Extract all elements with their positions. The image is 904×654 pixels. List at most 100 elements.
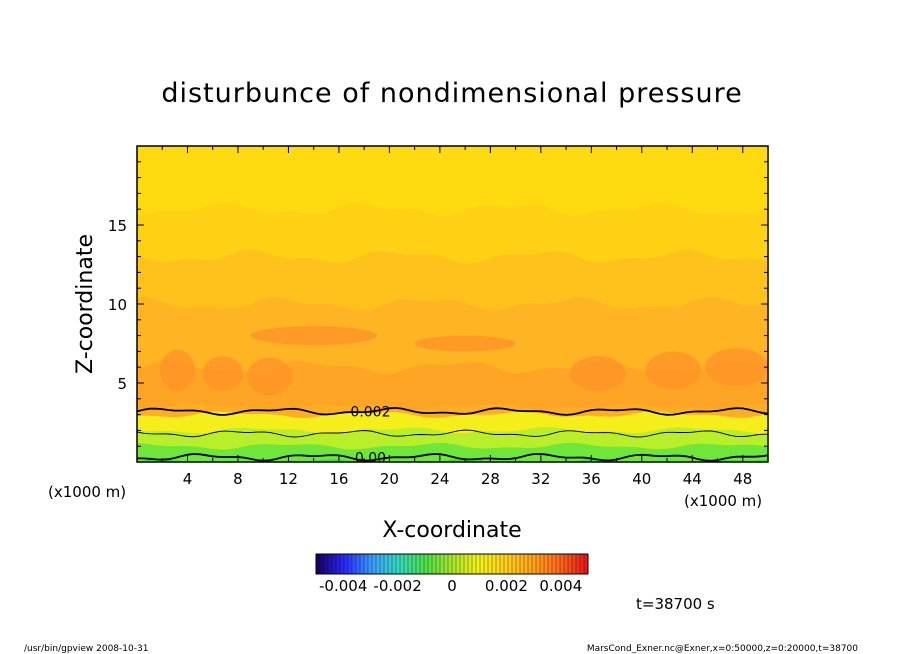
colorbar-stripe <box>556 554 561 574</box>
x-axis-ticks: 4 8 12 16 20 24 28 32 36 40 44 48 <box>136 146 769 488</box>
x-tick-label: 16 <box>329 470 348 488</box>
y-tick-label: 5 <box>117 375 127 393</box>
colorbar-stripe <box>364 554 369 574</box>
x-tick-label: 4 <box>183 470 193 488</box>
plot-area <box>137 146 768 462</box>
colorbar-stripe <box>344 554 349 574</box>
colorbar-stripe <box>400 554 405 574</box>
y-axis-ticks: 5 10 15 <box>108 145 768 463</box>
contour-label-0: 0.002 <box>350 404 390 420</box>
chart-title: disturbunce of nondimensional pressure <box>161 78 742 109</box>
x-tick-label: 44 <box>683 470 702 488</box>
field-blobs <box>159 326 768 396</box>
colorbar-stripe <box>340 554 345 574</box>
colorbar-stripe <box>456 554 461 574</box>
colorbar-stripe <box>500 554 505 574</box>
colorbar-stripe <box>316 554 321 574</box>
colorbar-stripe <box>360 554 365 574</box>
colorbar-stripe <box>460 554 465 574</box>
colorbar-stripe <box>440 554 445 574</box>
colorbar-stripe <box>492 554 497 574</box>
colorbar-stripe <box>516 554 521 574</box>
colorbar-stripe <box>560 554 565 574</box>
footer-right: MarsCond_Exner.nc@Exner,x=0:50000,z=0:20… <box>587 644 858 654</box>
colorbar-stripe <box>532 554 537 574</box>
contour-label-2: 0.00 <box>355 450 386 466</box>
x-unit-left: (x1000 m) <box>48 483 126 501</box>
field-blob-4 <box>645 351 702 390</box>
colorbar-stripe <box>528 554 533 574</box>
colorbar-stripe <box>444 554 449 574</box>
colorbar-tick-label: 0.002 <box>485 577 528 595</box>
colorbar-stripe <box>488 554 493 574</box>
colorbar-stripe <box>448 554 453 574</box>
colorbar-stripe <box>580 554 585 574</box>
colorbar-stripe <box>472 554 477 574</box>
y-tick-label: 15 <box>108 217 127 235</box>
contour-labels: 0.002 0.00 <box>350 404 390 466</box>
colorbar-tick-label: 0 <box>447 577 457 595</box>
field-bands <box>137 146 768 462</box>
x-tick-label: 12 <box>279 470 298 488</box>
colorbar-stripe <box>584 554 589 574</box>
x-tick-label: 28 <box>481 470 500 488</box>
colorbar-stripe <box>432 554 437 574</box>
colorbar-stripe <box>536 554 541 574</box>
colorbar-stripe <box>328 554 333 574</box>
colorbar-stripe <box>396 554 401 574</box>
footer-left: /usr/bin/gpview 2008-10-31 <box>24 644 148 654</box>
colorbar-stripe <box>376 554 381 574</box>
colorbar-stripe <box>436 554 441 574</box>
colorbar-stripe <box>332 554 337 574</box>
field-blob-6 <box>250 326 377 346</box>
colorbar-stripe <box>540 554 545 574</box>
colorbar-stripe <box>464 554 469 574</box>
colorbar-stripe <box>392 554 397 574</box>
x-tick-label: 36 <box>582 470 601 488</box>
colorbar-stripe <box>552 554 557 574</box>
colorbar-stripe <box>548 554 553 574</box>
colorbar-stripe <box>420 554 425 574</box>
colorbar-stripe <box>384 554 389 574</box>
colorbar-tick-label: 0.004 <box>539 577 582 595</box>
colorbar-stripe <box>324 554 329 574</box>
colorbar-stripe <box>336 554 341 574</box>
y-axis-label: Z-coordinate <box>73 234 98 374</box>
colorbar-stripe <box>320 554 325 574</box>
x-tick-label: 20 <box>380 470 399 488</box>
colorbar-stripe <box>564 554 569 574</box>
colorbar-stripe <box>452 554 457 574</box>
x-tick-label: 40 <box>632 470 651 488</box>
contour-line-0 <box>137 406 768 416</box>
colorbar-stripe <box>416 554 421 574</box>
x-tick-label: 24 <box>430 470 449 488</box>
colorbar-stripe <box>524 554 529 574</box>
field-blob-1 <box>202 356 244 391</box>
x-axis-label: X-coordinate <box>382 518 521 543</box>
colorbar-stripe <box>408 554 413 574</box>
colorbar-stripe <box>568 554 573 574</box>
colorbar-stripe <box>404 554 409 574</box>
colorbar-stripe <box>468 554 473 574</box>
field-blob-7 <box>414 335 516 352</box>
field-blob-2 <box>246 357 293 396</box>
colorbar-stripe <box>544 554 549 574</box>
contour-lines <box>137 406 768 462</box>
contour-line-1 <box>137 429 768 438</box>
colorbar-stripe <box>388 554 393 574</box>
colorbar <box>315 554 589 574</box>
y-tick-label: 10 <box>108 296 127 314</box>
x-unit-right: (x1000 m) <box>684 492 762 510</box>
colorbar-stripe <box>428 554 433 574</box>
time-annotation: t=38700 s <box>636 595 715 613</box>
x-tick-label: 48 <box>733 470 752 488</box>
field-blob-3 <box>569 356 626 391</box>
field-band-1 <box>137 442 768 462</box>
x-tick-label: 32 <box>531 470 550 488</box>
colorbar-stripe <box>380 554 385 574</box>
colorbar-tick-labels: -0.004 -0.002 0 0.002 0.004 <box>319 577 582 595</box>
colorbar-stripe <box>576 554 581 574</box>
colorbar-stripe <box>484 554 489 574</box>
colorbar-stripe <box>348 554 353 574</box>
